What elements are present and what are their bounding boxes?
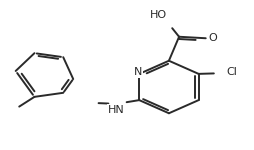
Text: N: N <box>134 67 142 77</box>
Text: HO: HO <box>150 10 167 20</box>
Text: HN: HN <box>107 105 124 115</box>
Text: O: O <box>209 33 217 43</box>
Text: Cl: Cl <box>226 67 237 77</box>
